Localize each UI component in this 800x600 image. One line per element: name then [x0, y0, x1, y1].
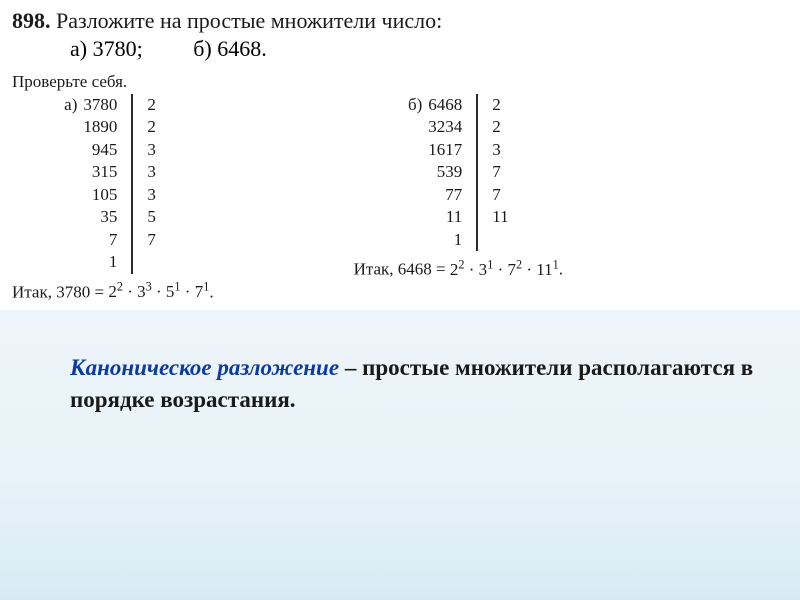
cell: 2	[147, 94, 213, 116]
factorization-b: б) 6468 3234 1617 539 77 11 1 2 2 3 7 7 1…	[354, 94, 563, 280]
cell: 2	[492, 116, 563, 138]
cell: 1	[354, 229, 463, 251]
problem-subparts: а) 3780; б) 6468.	[12, 36, 788, 62]
factor-grid-b: б) 6468 3234 1617 539 77 11 1 2 2 3 7 7 1…	[354, 94, 563, 251]
factor-grid-a: а)3780 1890 945 315 105 35 7 1 2 2 3 3 3…	[12, 94, 214, 274]
part-a-letter: а)	[64, 94, 77, 116]
factorization-a: а)3780 1890 945 315 105 35 7 1 2 2 3 3 3…	[12, 94, 214, 302]
result-a-prefix: Итак, 3780 =	[12, 282, 108, 301]
subpart-b: б) 6468.	[193, 36, 267, 61]
subpart-a: а) 3780;	[70, 36, 143, 61]
check-yourself-label: Проверьте себя.	[12, 72, 788, 92]
cell: 2	[492, 94, 563, 116]
factor-right-a: 2 2 3 3 3 5 7	[133, 94, 213, 274]
result-b-terms: 22 · 31 · 72 · 111	[450, 260, 559, 279]
factor-left-a: а) 3780 1890 945 315 105 35 7 1	[12, 94, 133, 274]
result-b-prefix: Итак, 6468 =	[354, 260, 450, 279]
cell: 3	[147, 139, 213, 161]
definition-dash: –	[339, 355, 362, 380]
result-a: Итак, 3780 = 22 · 33 · 51 · 71.	[12, 280, 214, 303]
cell: 11	[354, 206, 463, 228]
cell: 3	[147, 161, 213, 183]
result-a-terms: 22 · 33 · 51 · 71	[108, 282, 209, 301]
cell: 7	[147, 229, 213, 251]
solution-block: Проверьте себя. а) 3780 1890 945 315 105 …	[0, 68, 800, 310]
cell: 77	[354, 184, 463, 206]
definition-term: Каноническое разложение	[70, 355, 339, 380]
cell: 105	[12, 184, 117, 206]
cell: 7	[492, 161, 563, 183]
factor-left-b: б) 6468 3234 1617 539 77 11 1	[354, 94, 479, 251]
cell: 945	[12, 139, 117, 161]
result-b: Итак, 6468 = 22 · 31 · 72 · 111.	[354, 257, 563, 280]
problem-statement: 898. Разложите на простые множители числ…	[0, 0, 800, 68]
cell: 1	[12, 251, 117, 273]
cell: 3	[147, 184, 213, 206]
problem-number: 898.	[12, 8, 51, 33]
definition-text: Каноническое разложение – простые множит…	[70, 352, 770, 416]
cell: 1890	[12, 116, 117, 138]
cell: 7	[12, 229, 117, 251]
cell: 2	[147, 116, 213, 138]
cell: 7	[492, 184, 563, 206]
problem-text: Разложите на простые множители число:	[56, 8, 442, 33]
cell: 539	[354, 161, 463, 183]
cell: 315	[12, 161, 117, 183]
cell: 35	[12, 206, 117, 228]
factor-columns: а)3780 1890 945 315 105 35 7 1 2 2 3 3 3…	[12, 94, 788, 302]
cell: 3	[492, 139, 563, 161]
problem-line: 898. Разложите на простые множители числ…	[12, 8, 788, 34]
factor-right-b: 2 2 3 7 7 11	[478, 94, 563, 251]
cell: 1617	[354, 139, 463, 161]
cell: 3780	[83, 95, 117, 114]
cell: 3234	[354, 116, 463, 138]
part-b-letter: б)	[408, 94, 422, 116]
result-b-suffix: .	[559, 260, 563, 279]
result-a-suffix: .	[209, 282, 213, 301]
cell: 6468	[428, 95, 462, 114]
cell: 5	[147, 206, 213, 228]
cell: 11	[492, 206, 563, 228]
